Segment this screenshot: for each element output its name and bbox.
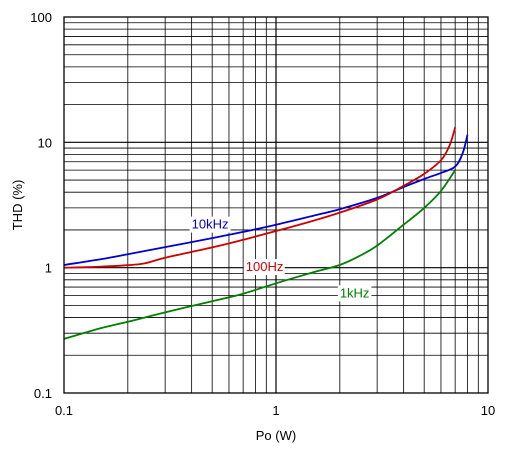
tick-labels: 0.1 1 10 0.1 1 10 100	[30, 10, 495, 418]
series-label-background	[337, 285, 372, 302]
y-axis-label: THD (%)	[10, 180, 25, 231]
series-label-background	[243, 259, 285, 276]
y-tick-label: 1	[45, 261, 52, 276]
series-lines	[63, 126, 469, 340]
y-tick-label: 10	[38, 135, 52, 150]
grid	[64, 17, 488, 393]
x-tick-label: 1	[272, 403, 279, 418]
series-line-1khz	[63, 169, 456, 340]
series-label-10khz: 10kHz	[192, 217, 229, 232]
series-label-100hz: 100Hz	[246, 259, 284, 274]
series-line-100hz	[63, 126, 457, 269]
series-label-1khz: 1kHz	[340, 285, 370, 300]
y-tick-label: 100	[30, 10, 52, 25]
plot-frame	[63, 16, 489, 394]
series-labels: 10kHz 100Hz 1kHz	[189, 216, 372, 302]
series-line-10khz	[63, 134, 469, 266]
x-axis-label: Po (W)	[256, 428, 296, 443]
x-tick-label: 10	[481, 403, 495, 418]
y-tick-label: 0.1	[34, 386, 52, 401]
series-label-background	[189, 216, 231, 233]
x-tick-label: 0.1	[55, 403, 73, 418]
